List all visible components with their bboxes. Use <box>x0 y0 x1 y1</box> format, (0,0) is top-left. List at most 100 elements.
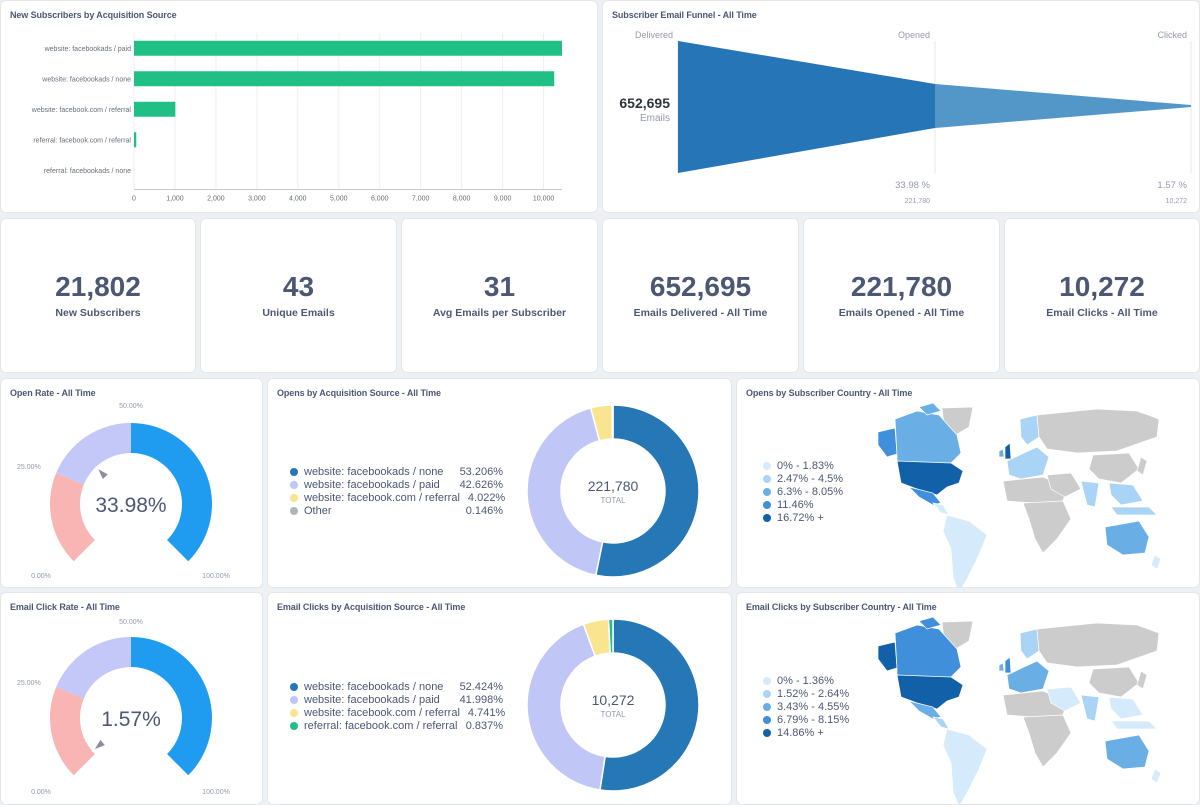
card-title[interactable]: New Subscribers by Acquisition Source <box>10 10 177 20</box>
country-usa[interactable] <box>896 460 964 496</box>
legend-item[interactable]: website: facebookads / none 53.206% <box>290 465 503 478</box>
bar[interactable] <box>134 71 555 87</box>
country-china[interactable] <box>1088 666 1140 698</box>
scalar-label[interactable]: New Subscribers <box>55 307 141 319</box>
country-indonesia[interactable] <box>1110 720 1158 730</box>
donut-slice[interactable] <box>594 404 700 578</box>
legend-item[interactable]: 3.43% - 4.55% <box>763 700 849 713</box>
legend-name: 16.72% + <box>777 511 824 524</box>
scalar-label[interactable]: Emails Delivered - All Time <box>633 307 768 319</box>
country-india[interactable] <box>1080 480 1100 508</box>
opens-by-source-card[interactable]: Opens by Acquisition Source - All Time w… <box>267 378 732 588</box>
legend-item[interactable]: website: facebookads / none 52.424% <box>290 680 503 693</box>
country-scandinavia[interactable] <box>1019 414 1040 446</box>
scalar-label[interactable]: Avg Emails per Subscriber <box>432 307 567 319</box>
legend-item[interactable]: 6.3% - 8.05% <box>763 485 843 498</box>
country-new-zealand[interactable] <box>1150 554 1162 570</box>
country-russia[interactable] <box>1036 622 1160 668</box>
scalar-emails-delivered[interactable]: 652,695 Emails Delivered - All Time <box>602 218 799 373</box>
country-australia[interactable] <box>1104 734 1150 770</box>
donut-slice[interactable] <box>611 404 614 440</box>
country-ireland[interactable] <box>998 662 1005 672</box>
donut-slice[interactable] <box>526 407 604 577</box>
legend-item[interactable]: 6.79% - 8.15% <box>763 713 849 726</box>
country-uk[interactable] <box>1004 656 1012 674</box>
scalar-unique-emails[interactable]: 43 Unique Emails <box>200 218 397 373</box>
card-title[interactable]: Email Clicks by Subscriber Country - All… <box>746 602 937 612</box>
clicks-by-source-card[interactable]: Email Clicks by Acquisition Source - All… <box>267 592 732 805</box>
country-europe[interactable] <box>1006 446 1050 480</box>
country-alaska[interactable] <box>877 641 898 672</box>
scalar-label[interactable]: Email Clicks - All Time <box>1046 307 1158 319</box>
bar[interactable] <box>134 101 176 117</box>
click-rate-card[interactable]: Email Click Rate - All Time 50.00% 25.00… <box>0 592 263 805</box>
gauge-label-min: 0.00% <box>31 789 51 796</box>
legend-item[interactable]: website: facebook.com / referral 4.741% <box>290 706 505 719</box>
scalar-value: 21,802 <box>55 271 141 302</box>
legend-item[interactable]: 2.47% - 4.5% <box>763 472 843 485</box>
country-new-zealand[interactable] <box>1150 768 1162 784</box>
clicks-by-country-card[interactable]: Email Clicks by Subscriber Country - All… <box>736 592 1200 805</box>
country-europe[interactable] <box>1006 660 1050 694</box>
country-china[interactable] <box>1088 452 1140 484</box>
country-africa-south[interactable] <box>1022 500 1072 554</box>
bar[interactable] <box>134 132 137 148</box>
legend-item[interactable]: website: facebook.com / referral 4.022% <box>290 491 505 504</box>
country-se-asia[interactable] <box>1108 482 1144 506</box>
country-arctic-islands[interactable] <box>918 402 942 416</box>
card-title[interactable]: Email Clicks by Acquisition Source - All… <box>277 602 466 612</box>
open-rate-card[interactable]: Open Rate - All Time 50.00% 25.00% 0.00%… <box>0 378 263 588</box>
scalar-avg-emails[interactable]: 31 Avg Emails per Subscriber <box>401 218 598 373</box>
subscribers-by-source-card[interactable]: New Subscribers by Acquisition Source 0 1… <box>0 0 598 213</box>
card-title[interactable]: Opens by Subscriber Country - All Time <box>746 388 913 398</box>
card-title[interactable]: Email Click Rate - All Time <box>10 602 120 612</box>
legend-item[interactable]: 0% - 1.36% <box>763 674 849 687</box>
legend-item[interactable]: 0% - 1.83% <box>763 459 843 472</box>
donut-slice[interactable] <box>607 618 614 654</box>
country-indonesia[interactable] <box>1110 506 1158 516</box>
scalar-label[interactable]: Unique Emails <box>262 307 335 319</box>
legend-item[interactable]: 1.52% - 2.64% <box>763 687 849 700</box>
scalar-label[interactable]: Emails Opened - All Time <box>838 307 965 319</box>
legend-item[interactable]: 11.46% <box>763 498 843 511</box>
legend-item[interactable]: 14.86% + <box>763 726 849 739</box>
email-funnel-card[interactable]: Subscriber Email Funnel - All Time Deliv… <box>602 0 1200 213</box>
legend-item[interactable]: website: facebookads / paid 42.626% <box>290 478 503 491</box>
country-arctic-islands[interactable] <box>918 616 942 630</box>
country-central-america[interactable] <box>932 716 950 730</box>
country-australia[interactable] <box>1104 520 1150 556</box>
card-title[interactable]: Open Rate - All Time <box>10 388 96 398</box>
country-central-america[interactable] <box>932 502 950 516</box>
bar[interactable] <box>134 40 562 56</box>
country-japan[interactable] <box>1136 456 1148 476</box>
country-ireland[interactable] <box>998 448 1005 458</box>
funnel-stage-opened[interactable] <box>935 84 1191 128</box>
country-south-america[interactable] <box>942 514 988 588</box>
legend-item[interactable]: referral: facebook.com / referral 0.837% <box>290 719 503 732</box>
country-scandinavia[interactable] <box>1019 628 1040 660</box>
country-middle-east[interactable] <box>1046 686 1082 712</box>
opens-donut: 221,780 TOTAL <box>526 404 700 578</box>
country-alaska[interactable] <box>877 427 898 458</box>
country-russia[interactable] <box>1036 408 1160 454</box>
opens-by-country-card[interactable]: Opens by Subscriber Country - All Time 0… <box>736 378 1200 588</box>
legend-item[interactable]: Other 0.146% <box>290 504 503 517</box>
donut-slice[interactable] <box>599 618 700 792</box>
country-japan[interactable] <box>1136 670 1148 690</box>
country-south-america[interactable] <box>942 728 988 805</box>
card-title[interactable]: Opens by Acquisition Source - All Time <box>277 388 441 398</box>
country-india[interactable] <box>1080 694 1100 722</box>
legend-item[interactable]: 16.72% + <box>763 511 843 524</box>
country-middle-east[interactable] <box>1046 472 1082 498</box>
funnel-stage-delivered[interactable] <box>678 41 935 173</box>
country-africa-south[interactable] <box>1022 714 1072 768</box>
country-uk[interactable] <box>1004 442 1012 460</box>
country-usa[interactable] <box>896 674 964 710</box>
country-se-asia[interactable] <box>1108 696 1144 720</box>
legend-item[interactable]: website: facebookads / paid 41.998% <box>290 693 503 706</box>
card-title[interactable]: Subscriber Email Funnel - All Time <box>612 10 757 20</box>
donut-slice[interactable] <box>526 623 606 791</box>
scalar-emails-opened[interactable]: 221,780 Emails Opened - All Time <box>803 218 1000 373</box>
scalar-email-clicks[interactable]: 10,272 Email Clicks - All Time <box>1004 218 1200 373</box>
scalar-new-subscribers[interactable]: 21,802 New Subscribers <box>0 218 196 373</box>
